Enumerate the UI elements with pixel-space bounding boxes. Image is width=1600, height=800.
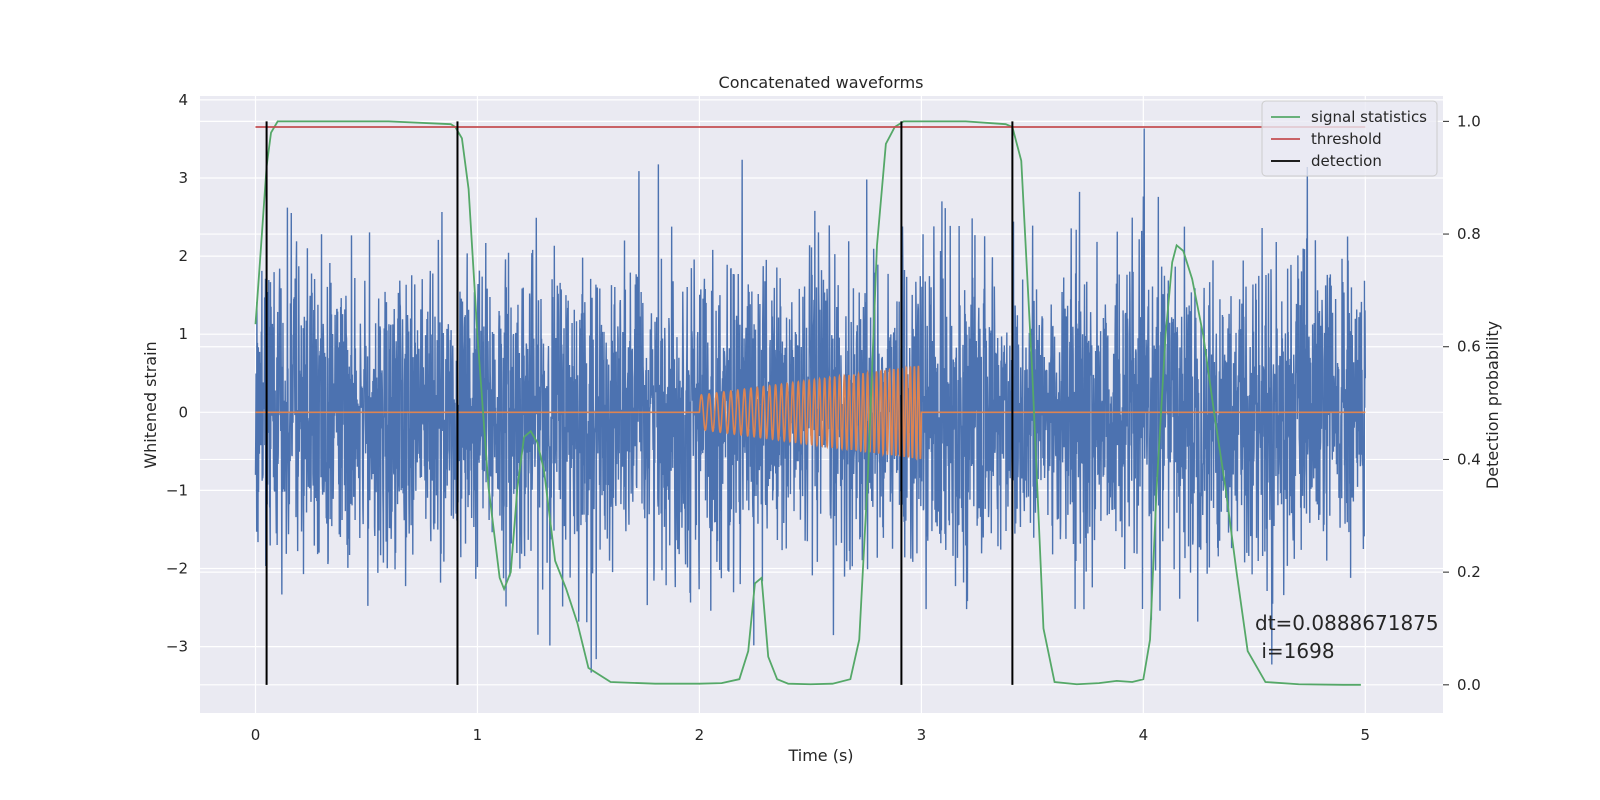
y-right-tick-label: 0.8 [1457, 225, 1481, 243]
y-right-tick-labels: 0.0 0.2 0.4 0.6 0.8 1.0 [1443, 112, 1481, 694]
y-tick-label: −1 [166, 481, 188, 499]
x-tick-labels: 0 1 2 3 4 5 [251, 726, 1370, 744]
x-tick-label: 2 [695, 726, 705, 744]
chart-title: Concatenated waveforms [719, 73, 924, 92]
chirp-series [255, 365, 1366, 461]
y-tick-label: −3 [166, 638, 188, 656]
y-tick-label: 1 [178, 325, 188, 343]
y-tick-labels: −3 −2 −1 0 1 2 3 4 [166, 91, 188, 656]
x-tick-label: 1 [473, 726, 483, 744]
legend-box [1261, 100, 1438, 177]
legend-label-signal-statistics: signal statistics [1311, 108, 1427, 126]
y-tick-label: 3 [178, 169, 188, 187]
y-tick-label: 4 [178, 91, 188, 109]
strain-line [254, 128, 1367, 673]
y-right-axis-label: Detection probability [1483, 321, 1502, 489]
y-right-tick-label: 1.0 [1457, 112, 1481, 130]
y-right-tick-label: 0.4 [1457, 450, 1481, 468]
legend: signal statistics threshold detection [1261, 100, 1438, 177]
annotation-index: i=1698 [1255, 639, 1335, 663]
y-axis-label: Whitened strain [141, 341, 160, 468]
legend-label-detection: detection [1311, 152, 1382, 170]
x-tick-label: 4 [1139, 726, 1149, 744]
strain-series [254, 128, 1367, 673]
x-tick-label: 3 [917, 726, 927, 744]
legend-label-threshold: threshold [1311, 130, 1382, 148]
y-tick-label: −2 [166, 560, 188, 578]
signal-statistics-line [254, 120, 1361, 686]
detection-series [265, 121, 1014, 685]
y-right-tick-label: 0.6 [1457, 338, 1481, 356]
y-tick-label: 0 [178, 403, 188, 421]
y-right-tick-label: 0.2 [1457, 563, 1481, 581]
x-axis-label: Time (s) [787, 746, 853, 765]
y-tick-label: 2 [178, 247, 188, 265]
chirp-line [255, 365, 1366, 461]
signal-statistics-series [254, 120, 1361, 686]
annotation-dt: dt=0.0888671875 [1255, 611, 1439, 635]
x-tick-label: 5 [1361, 726, 1371, 744]
y-right-tick-label: 0.0 [1457, 676, 1481, 694]
x-tick-label: 0 [251, 726, 261, 744]
